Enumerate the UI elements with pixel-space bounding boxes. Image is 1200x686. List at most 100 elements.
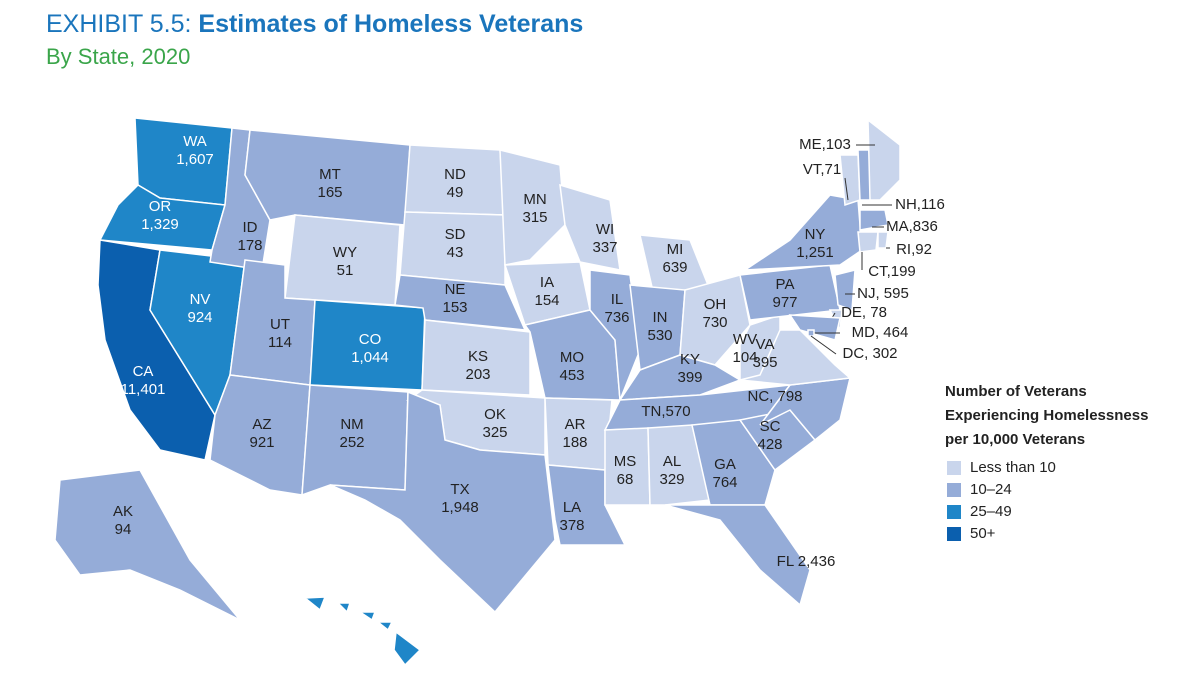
state-label: 315 [522,209,547,226]
state-label: NV [190,291,211,308]
state-label: 178 [237,237,262,254]
legend-label: Less than 10 [970,459,1056,476]
state-label: RI,92 [896,241,932,258]
state-label: 1,044 [351,349,389,366]
state-label: KY [680,351,700,368]
state-label: WI [596,221,614,238]
state-label: ME,103 [799,136,851,153]
legend-label: 50+ [970,525,996,542]
state-label: AZ [252,416,271,433]
legend-label: 25–49 [970,503,1012,520]
state-label: 530 [647,327,672,344]
state-label: 325 [482,424,507,441]
state-label: IN [653,309,668,326]
state-label: OK [484,406,506,423]
state-label: AR [565,416,586,433]
leader-line [844,177,849,201]
state-shape [788,314,841,341]
title-prefix: EXHIBIT 5.5: [46,10,191,38]
state-label: VA [756,336,775,353]
state-label: OH [704,296,727,313]
state-label: 924 [187,309,212,326]
state-label: 203 [465,366,490,383]
state-shape [867,118,901,201]
state-label: TX [450,481,469,498]
state-label: 921 [249,434,274,451]
state-label: 639 [662,259,687,276]
state-label: KS [468,348,488,365]
state-shape [302,596,422,667]
state-label: SD [445,226,466,243]
state-label: NE [445,281,466,298]
state-label: ID [243,219,258,236]
state-label: 68 [617,471,634,488]
state-label: 43 [447,244,464,261]
state-label: NY [805,226,826,243]
state-label: 977 [772,294,797,311]
state-shape [329,390,556,614]
state-label: WV [733,331,757,348]
state-label: 104 [732,349,757,366]
legend-swatch [947,461,961,475]
state-label: MT [319,166,341,183]
state-label: 188 [562,434,587,451]
state-label: FL 2,436 [777,553,836,570]
state-label: SC [760,418,781,435]
state-label: 1,607 [176,151,214,168]
state-label: WA [183,133,207,150]
legend-title: Experiencing Homelessness [945,407,1148,424]
state-label: MI [667,241,684,258]
state-label: WY [333,244,357,261]
state-label: OR [149,198,172,215]
state-label: 730 [702,314,727,331]
legend-title: Number of Veterans [945,383,1087,400]
state-label: UT [270,316,290,333]
state-label: 252 [339,434,364,451]
state-label: HI [335,626,350,643]
state-label: 337 [592,239,617,256]
state-shape [679,274,751,366]
state-label: NM [340,416,363,433]
state-shape [859,209,889,231]
state-label: MD, 464 [852,324,909,341]
state-shape [499,149,566,266]
state-label: VT,71 [803,161,841,178]
title-main: Estimates of Homeless Veterans [198,10,583,38]
state-label: DC, 302 [842,345,897,362]
state-label: PA [776,276,795,293]
state-label: 764 [712,474,737,491]
state-shape [647,424,711,506]
state-label: 329 [659,471,684,488]
state-label: 11,401 [121,381,166,398]
state-shape [664,504,811,607]
state-shape [559,183,621,271]
state-label: 428 [757,436,782,453]
legend-swatch [947,483,961,497]
state-label: 1,329 [141,216,179,233]
legend-title: per 10,000 Veterans [945,431,1085,448]
state-label: 165 [317,184,342,201]
state-label: 736 [604,309,629,326]
state-shape [807,329,815,337]
state-label: 399 [677,369,702,386]
state-label: TN,570 [641,403,690,420]
state-label: DE, 78 [841,304,887,321]
state-label: NJ, 595 [857,285,909,302]
state-label: GA [714,456,736,473]
state-label: IL [611,291,624,308]
state-label: 154 [534,292,559,309]
state-label: AK [113,503,133,520]
state-label: MS [614,453,637,470]
state-label: 1,948 [441,499,479,516]
state-label: 51 [337,262,354,279]
title: EXHIBIT 5.5: Estimates of Homeless Veter… [46,10,583,38]
state-shape [738,329,852,386]
state-label: CT,199 [868,263,916,280]
state-shape [857,231,879,253]
leader-line [810,335,837,355]
state-label: 378 [559,517,584,534]
state-shape [834,269,856,312]
state-shape [604,427,651,506]
state-label: 49 [447,184,464,201]
state-label: 153 [442,299,467,316]
